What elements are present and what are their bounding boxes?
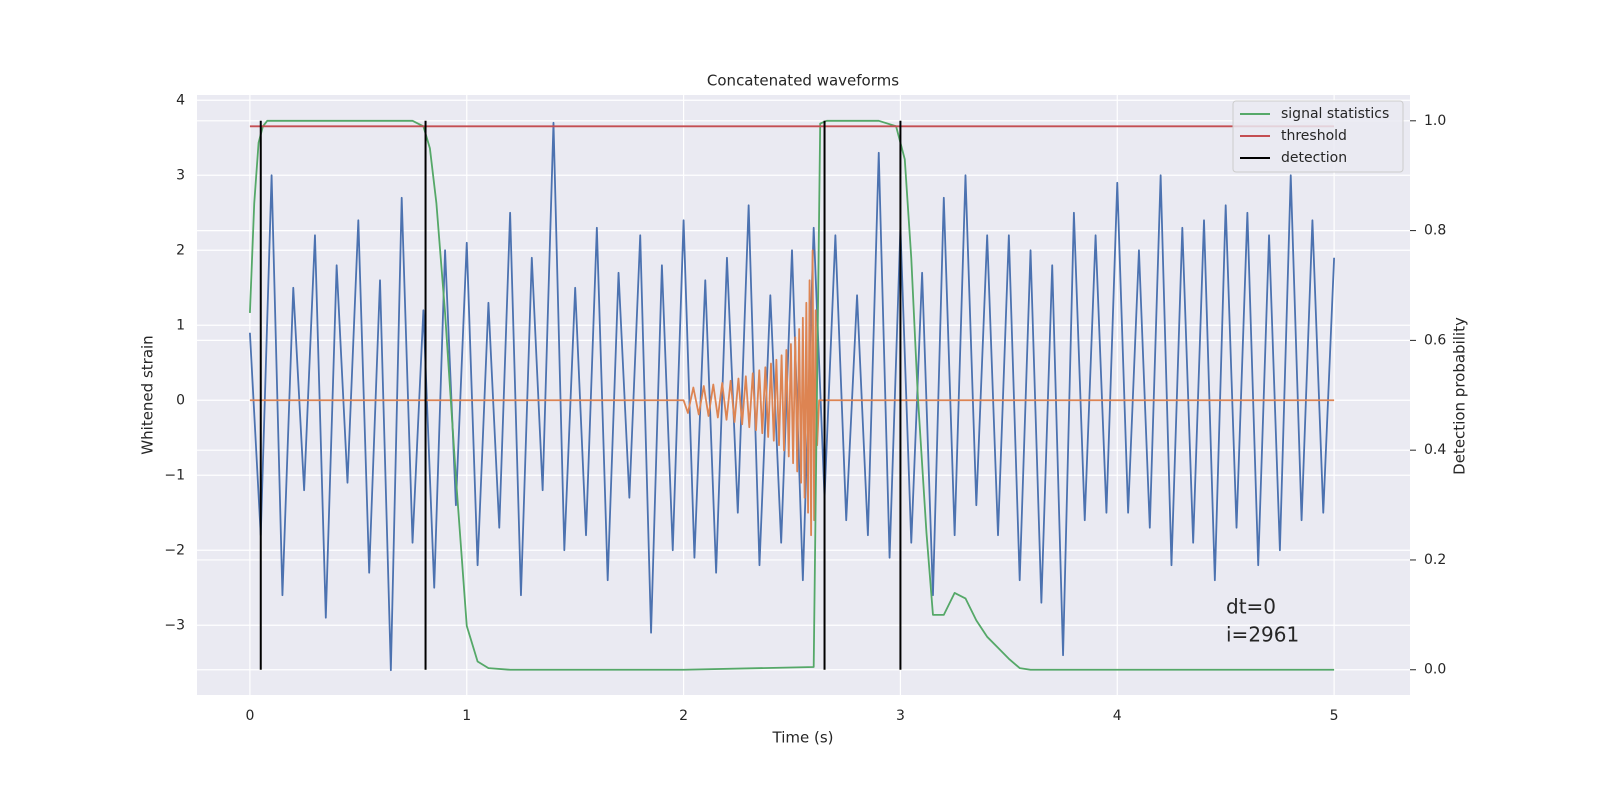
annotation: i=2961 xyxy=(1226,623,1299,647)
legend-label: threshold xyxy=(1281,128,1347,144)
y2-tick-label: 0.0 xyxy=(1424,662,1446,678)
y-tick-label: 3 xyxy=(176,167,185,183)
y2-axis-label: Detection probability xyxy=(1451,317,1469,475)
series-line xyxy=(249,121,1336,672)
x-axis-label: Time (s) xyxy=(772,729,834,747)
x-tick-label: 2 xyxy=(679,708,688,724)
x-tick-label: 1 xyxy=(462,708,471,724)
y-tick-label: 4 xyxy=(176,92,185,108)
y-tick-label: −3 xyxy=(164,617,185,633)
chart-title: Concatenated waveforms xyxy=(707,72,899,90)
y-tick-label: 2 xyxy=(176,242,185,258)
x-tick-label: 0 xyxy=(245,708,254,724)
y-tick-label: 1 xyxy=(176,317,185,333)
y2-tick-label: 0.2 xyxy=(1424,552,1446,568)
series-line xyxy=(249,119,1335,671)
legend-box xyxy=(1232,100,1404,173)
y2-tick-label: 1.0 xyxy=(1424,113,1446,129)
legend-label: detection xyxy=(1281,150,1347,166)
y2-tick-label: 0.6 xyxy=(1424,332,1446,348)
y-tick-label: 0 xyxy=(176,392,185,408)
y-tick-label: −2 xyxy=(164,542,185,558)
x-tick-label: 3 xyxy=(896,708,905,724)
y2-tick-label: 0.4 xyxy=(1424,442,1446,458)
legend-label: signal statistics xyxy=(1281,106,1389,122)
y2-tick-label: 0.8 xyxy=(1424,223,1446,239)
series-line xyxy=(249,249,1335,537)
annotation: dt=0 xyxy=(1226,595,1276,619)
y-tick-label: −1 xyxy=(164,467,185,483)
y-axis-label: Whitened strain xyxy=(139,335,157,454)
x-tick-label: 5 xyxy=(1330,708,1339,724)
x-tick-label: 4 xyxy=(1113,708,1122,724)
